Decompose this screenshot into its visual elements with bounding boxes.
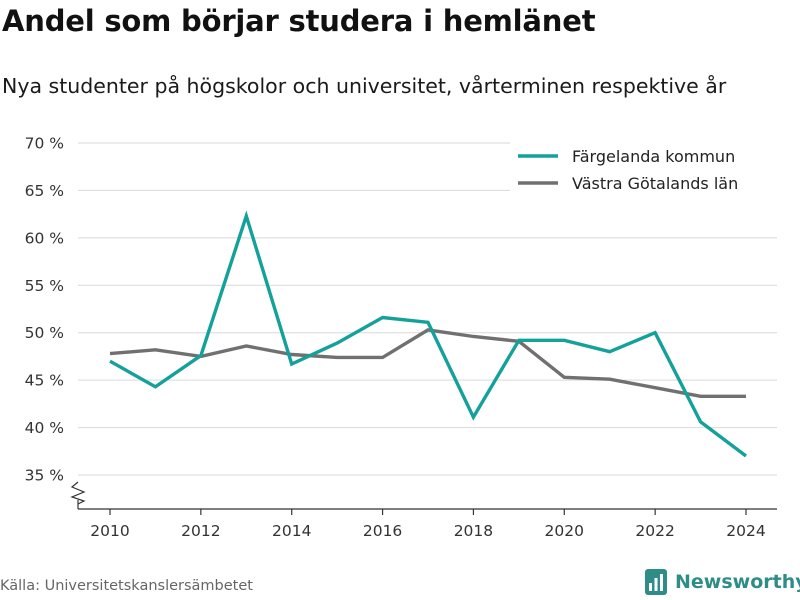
y-tick-label: 35 %: [25, 467, 64, 485]
chart-subtitle: Nya studenter på högskolor och universit…: [2, 74, 727, 98]
x-tick-label: 2020: [545, 522, 584, 540]
series-line-1: [109, 328, 746, 398]
y-tick-label: 50 %: [25, 324, 64, 342]
brand-logo: Newsworthy: [645, 569, 800, 595]
brand-name: Newsworthy: [675, 571, 800, 593]
y-axis-break-icon: [70, 481, 86, 505]
series-lines: [109, 210, 748, 458]
x-tick-label: 2012: [181, 522, 220, 540]
y-tick-label: 40 %: [25, 419, 64, 437]
x-axis-ticks: 2010 2012 2014 2016 2018 2020 2022 2024: [90, 509, 766, 540]
y-tick-label: 60 %: [25, 229, 64, 247]
newsworthy-logo-icon: [645, 569, 667, 595]
x-tick-label: 2018: [454, 522, 493, 540]
y-tick-label: 65 %: [25, 182, 64, 200]
chart-title: Andel som börjar studera i hemlänet: [2, 4, 596, 38]
axes: [70, 481, 777, 510]
legend-label: Västra Götalands län: [572, 174, 738, 193]
x-tick-label: 2014: [272, 522, 311, 540]
legend-background: [510, 138, 778, 200]
y-axis-ticks: 35 % 40 % 45 % 50 % 55 % 60 % 65 % 70 %: [25, 135, 64, 485]
line-chart: 35 %40 %45 %50 %55 %60 %65 %70 % 2010 201…: [25, 135, 778, 540]
series-line-0: [109, 210, 748, 458]
x-tick-label: 2016: [363, 522, 402, 540]
y-tick-label: 55 %: [25, 277, 64, 295]
x-tick-label: 2010: [90, 522, 129, 540]
x-tick-label: 2022: [635, 522, 674, 540]
y-tick-label: 45 %: [25, 372, 64, 390]
source-note: Källa: Universitetskanslersämbetet: [0, 578, 253, 594]
y-tick-label: 70 %: [25, 135, 64, 153]
legend: Färgelanda kommun Västra Götalands län: [510, 138, 778, 200]
x-tick-label: 2024: [726, 522, 765, 540]
legend-label: Färgelanda kommun: [572, 147, 735, 166]
